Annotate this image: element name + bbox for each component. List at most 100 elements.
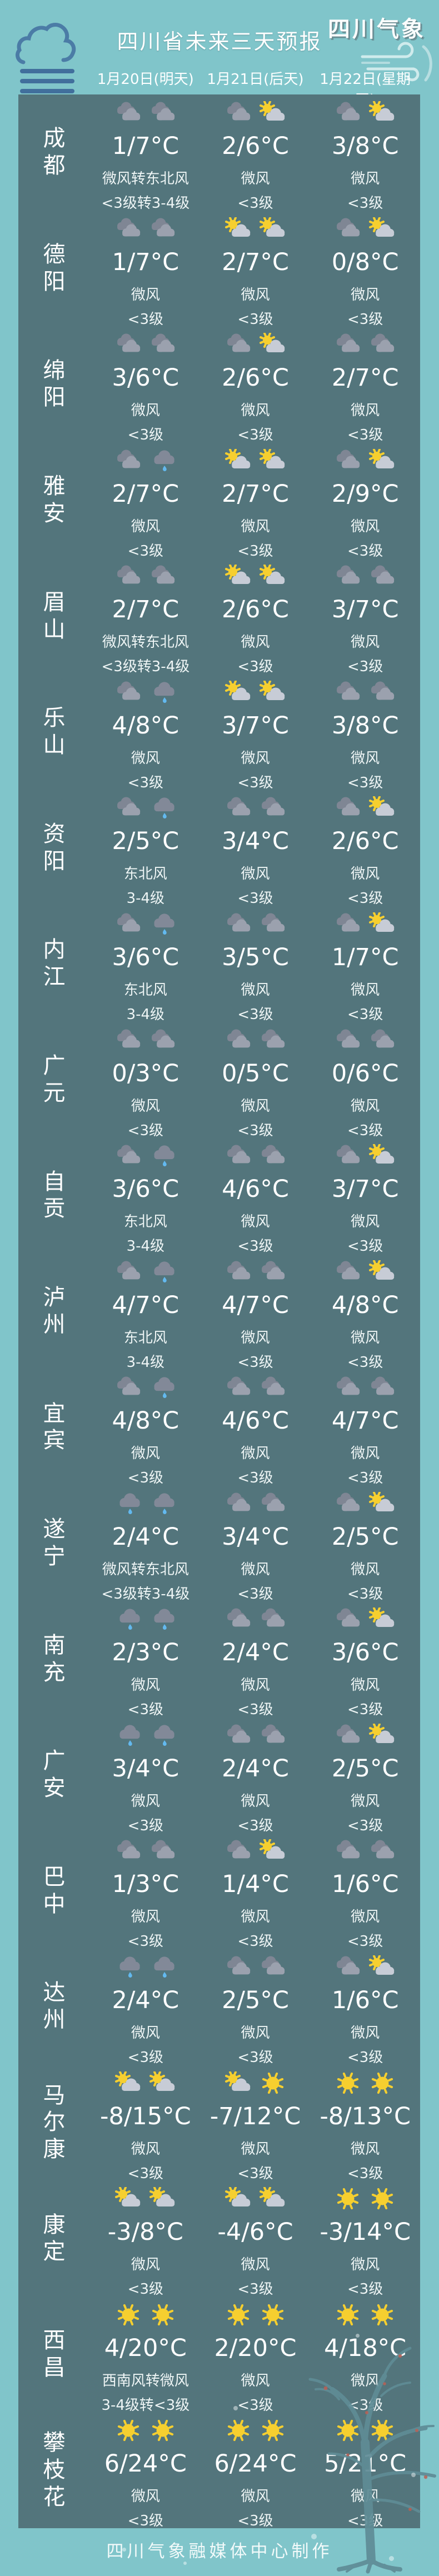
city-label: 自贡 xyxy=(18,1137,91,1254)
suncloud-icon xyxy=(259,680,285,700)
forecast-row: 资阳 2/5°C 东北风 3-4级 3/4°C 微风 <3级 2/6°C 微风 <3级 xyxy=(18,790,420,907)
snow-dot xyxy=(411,2473,416,2477)
cloud-icon xyxy=(371,1376,395,1395)
rain-icon xyxy=(154,1956,174,1978)
day-cell: 2/6°C 微风 <3级 xyxy=(201,558,311,675)
forecast-row: 乐山 4/8°C 微风 <3级 3/7°C 微风 <3级 3/8°C 微风 <3级 xyxy=(18,674,420,791)
city-label: 乐山 xyxy=(18,674,91,790)
sun-icon xyxy=(337,2304,359,2325)
cloud-icon xyxy=(337,450,360,468)
wind-direction: 微风 xyxy=(131,402,160,420)
cloud-icon xyxy=(371,1029,395,1047)
suncloud-icon xyxy=(259,448,285,468)
city-label: 巴中 xyxy=(18,1833,91,1949)
day-cell: 2/6°C 微风 <3级 xyxy=(201,326,311,443)
day-cell: -8/15°C 微风 <3级 xyxy=(91,2065,201,2182)
temperature-range: 4/20°C xyxy=(104,2334,187,2362)
wind-direction: 微风 xyxy=(241,171,270,187)
day-cell: 4/7°C 微风 <3级 xyxy=(201,1254,311,1371)
forecast-row: 自贡 3/6°C 东北风 3-4级 4/6°C 微风 <3级 3/7°C 微风 <3级 xyxy=(18,1137,420,1255)
day-cell: 3/4°C 微风 <3级 xyxy=(201,790,311,907)
suncloud-icon xyxy=(369,1607,395,1628)
temperature-range: 2/20°C xyxy=(214,2334,297,2362)
city-label: 遂宁 xyxy=(18,1485,91,1601)
temperature-range: 3/5°C xyxy=(222,943,289,971)
temperature-range: 3/7°C xyxy=(331,596,399,624)
wind-direction: 东北风 xyxy=(123,1329,167,1346)
day-cell: 4/8°C 微风 <3级 xyxy=(91,1369,201,1486)
weather-icons xyxy=(225,1955,286,1980)
temperature-range: 1/6°C xyxy=(331,1870,399,1899)
snow-dot xyxy=(356,2334,360,2338)
cloud-icon xyxy=(117,1261,141,1280)
weather-icons xyxy=(225,1607,286,1632)
wind-level: <3级 xyxy=(127,427,163,444)
day-cell: 1/7°C 微风 <3级 xyxy=(310,906,420,1023)
temperature-range: 4/6°C xyxy=(222,1407,289,1435)
temperature-range: 0/8°C xyxy=(331,248,399,276)
cloud-icon xyxy=(227,1724,250,1743)
temperature-range: 3/6°C xyxy=(331,1639,399,1667)
weather-icons xyxy=(335,2419,396,2443)
wind-level: <3级 xyxy=(347,1585,383,1602)
forecast-row: 广安 3/4°C 微风 <3级 2/4°C 微风 <3级 2/5°C 微风 <3级 xyxy=(18,1717,420,1834)
weather-icons xyxy=(225,333,286,357)
temperature-range: 2/5°C xyxy=(331,1522,399,1551)
weather-icons xyxy=(335,1839,396,1864)
temperature-range: 2/6°C xyxy=(222,596,289,624)
wind-direction: 微风 xyxy=(351,1329,380,1346)
weather-icons xyxy=(335,1607,396,1632)
wind-direction: 微风 xyxy=(241,1329,270,1346)
forecast-row: 内江 3/6°C 东北风 3-4级 3/5°C 微风 <3级 1/7°C 微风 <3级 xyxy=(18,906,420,1023)
city-char: 阳 xyxy=(43,268,66,294)
city-char: 南 xyxy=(43,1632,66,1658)
temperature-range: 4/7°C xyxy=(112,1291,179,1319)
city-char: 康 xyxy=(43,2136,66,2163)
temperature-range: -4/6°C xyxy=(217,2218,293,2246)
day-cell: 4/8°C 微风 <3级 xyxy=(310,1254,420,1371)
wind-direction: 微风 xyxy=(241,981,270,999)
wind-direction: 微风 xyxy=(351,1793,380,1810)
day-cell: 0/8°C 微风 <3级 xyxy=(310,211,420,328)
forecast-row: 巴中 1/3°C 微风 <3级 1/4°C 微风 <3级 1/6°C 微风 <3级 xyxy=(18,1833,420,1950)
wind-level: <3级 xyxy=(237,1006,273,1023)
weather-icons xyxy=(335,448,396,473)
city-char: 广 xyxy=(43,1052,66,1079)
city-char: 枝 xyxy=(43,2457,66,2483)
wind-level: <3级 xyxy=(347,195,383,212)
cloud-icon xyxy=(337,1724,360,1743)
city-char: 州 xyxy=(43,2007,66,2033)
city-label: 康定 xyxy=(18,2180,91,2297)
cloud-icon xyxy=(117,218,141,236)
cloud-icon xyxy=(227,102,250,121)
wind-level: <3级 xyxy=(347,1470,383,1487)
rain-icon xyxy=(119,1956,140,1978)
brand-logo: 四川气象 xyxy=(328,17,426,42)
sun-icon xyxy=(262,2304,283,2325)
cloud-icon xyxy=(371,333,395,352)
temperature-range: 6/24°C xyxy=(104,2450,187,2478)
suncloud-icon xyxy=(369,1723,395,1743)
weather-icons xyxy=(225,2187,286,2211)
forecast-row: 遂宁 2/4°C 微风转东北风 <3级转3-4级 3/4°C 微风 <3级 2/5°C 微风 <3… xyxy=(18,1485,420,1602)
suncloud-icon xyxy=(369,1144,395,1164)
temperature-range: 2/9°C xyxy=(331,480,399,508)
day-cell: -3/14°C 微风 <3级 xyxy=(310,2180,420,2298)
city-label: 眉山 xyxy=(18,558,91,674)
day-cell: 1/7°C 微风 <3级 xyxy=(91,211,201,328)
weather-icons xyxy=(115,1955,176,1980)
wind-level: <3级 xyxy=(237,1585,273,1602)
temperature-range: 2/7°C xyxy=(331,364,399,392)
wind-level: <3级 xyxy=(237,1122,273,1139)
temperature-range: 2/4°C xyxy=(112,1522,179,1551)
wind-direction: 微风 xyxy=(131,518,160,535)
day-cell: -7/12°C 微风 <3级 xyxy=(201,2065,311,2182)
cloud-icon xyxy=(117,1840,141,1859)
city-char: 昌 xyxy=(43,2354,66,2380)
city-char: 眉 xyxy=(43,589,66,615)
suncloud-icon xyxy=(259,2187,285,2207)
temperature-range: 3/6°C xyxy=(112,943,179,971)
day-cell: 4/6°C 微风 <3级 xyxy=(201,1137,311,1255)
suncloud-icon xyxy=(259,217,285,237)
suncloud-icon xyxy=(259,1839,285,1859)
